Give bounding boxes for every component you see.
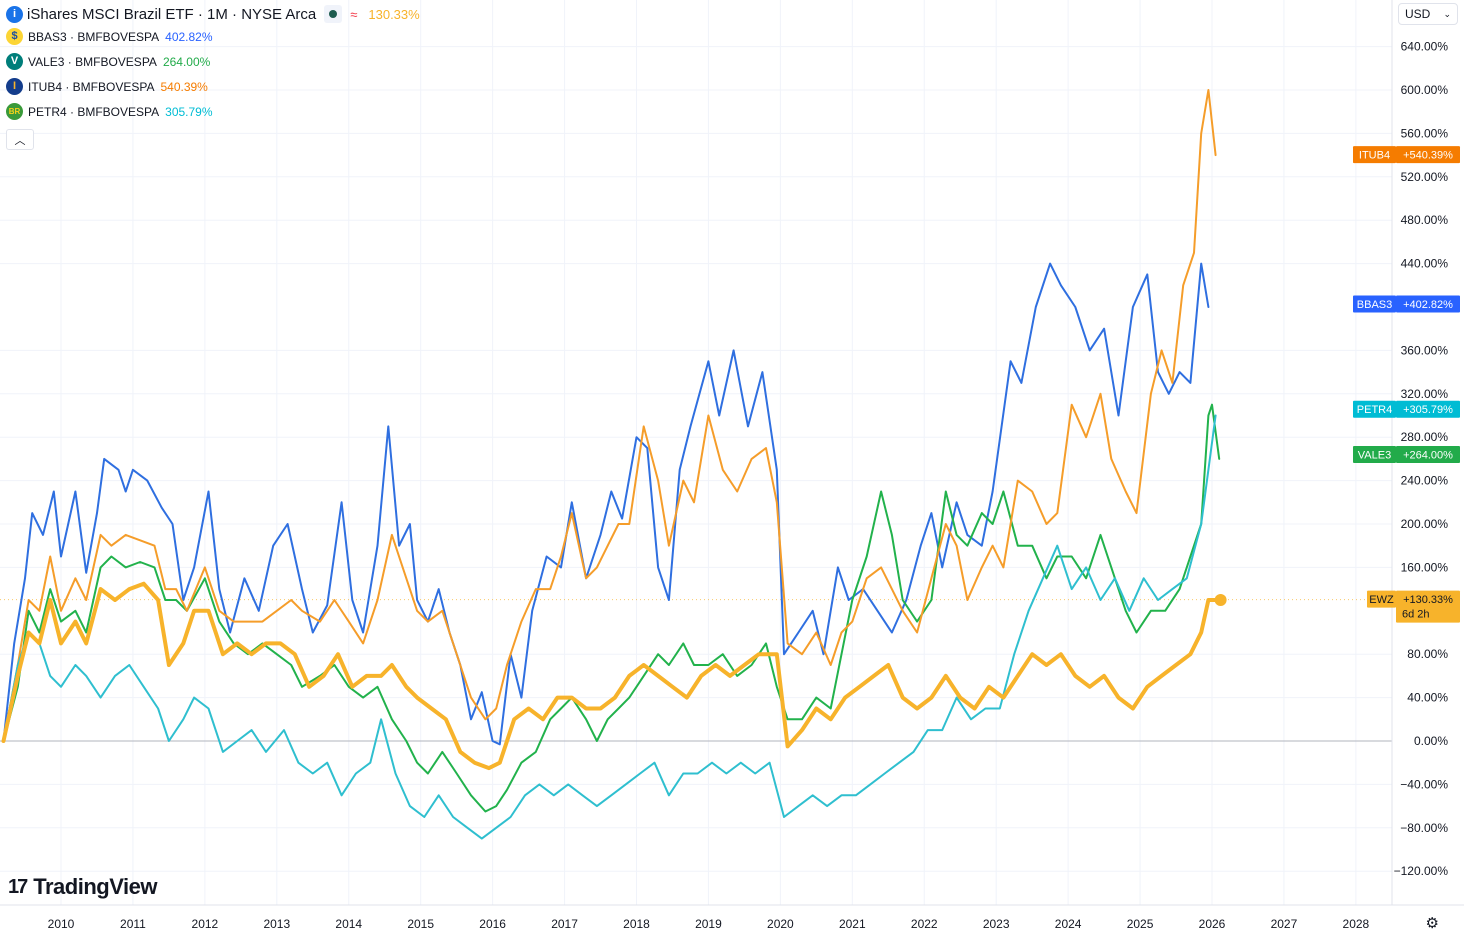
legend-symbol-name: PETR4 · BMFBOVESPA	[28, 104, 160, 119]
legend-symbol-name: VALE3 · BMFBOVESPA	[28, 54, 157, 69]
price-label-value-bg	[1396, 446, 1460, 464]
y-tick-label: 240.00%	[1401, 474, 1449, 488]
legend-row-bbas3[interactable]: $ BBAS3 · BMFBOVESPA 402.82%	[6, 24, 420, 49]
y-tick-label: −80.00%	[1400, 821, 1448, 835]
banco-do-brasil-logo-icon: $	[6, 28, 23, 45]
x-tick-label: 2028	[1343, 917, 1370, 931]
price-label-name-bg	[1367, 590, 1396, 608]
y-tick-label: 200.00%	[1401, 517, 1449, 531]
x-tick-label: 2027	[1271, 917, 1298, 931]
legend-symbol-value: 402.82%	[165, 29, 213, 44]
series-line-ewz	[1, 581, 1218, 771]
legend-main-title: iShares MSCI Brazil ETF · 1M · NYSE Arca	[27, 5, 317, 23]
price-label-countdown: 6d 2h	[1402, 609, 1430, 621]
price-label-value-bg	[1396, 295, 1460, 313]
y-tick-label: 520.00%	[1401, 170, 1449, 184]
itau-logo-icon: I	[6, 78, 23, 95]
legend-main-row[interactable]: i iShares MSCI Brazil ETF · 1M · NYSE Ar…	[6, 4, 420, 24]
price-label-name-bg	[1353, 400, 1396, 418]
y-tick-label: 360.00%	[1401, 343, 1449, 357]
vale-logo-icon: V	[6, 53, 23, 70]
price-label-name-bg	[1353, 295, 1396, 313]
y-tick-label: −120.00%	[1394, 864, 1449, 878]
x-tick-label: 2013	[263, 917, 290, 931]
legend-symbol-value: 264.00%	[162, 54, 211, 69]
y-tick-label: 600.00%	[1401, 83, 1449, 97]
x-tick-label: 2014	[335, 917, 362, 931]
y-tick-label: 40.00%	[1407, 691, 1448, 705]
legend-symbol-value: 540.39%	[160, 79, 208, 94]
x-tick-label: 2026	[1199, 917, 1226, 931]
y-tick-label: 320.00%	[1401, 387, 1449, 401]
legend-symbol-name: ITUB4 · BMFBOVESPA	[28, 79, 155, 94]
series-line-itub4	[2, 89, 1217, 742]
tradingview-logo[interactable]: 17 TradingView	[8, 874, 157, 900]
y-tick-label: 0.00%	[1414, 734, 1448, 748]
price-label-name: ITUB4	[1359, 150, 1390, 162]
x-tick-label: 2015	[407, 917, 434, 931]
y-tick-label: 280.00%	[1401, 430, 1449, 444]
price-label-name-bg	[1353, 446, 1396, 464]
legend-row-vale3[interactable]: V VALE3 · BMFBOVESPA 264.00%	[6, 49, 420, 74]
x-tick-label: 2017	[551, 917, 578, 931]
price-label-name: PETR4	[1357, 404, 1392, 416]
legend-collapse-button[interactable]: ︿	[6, 129, 34, 150]
price-label-name: BBAS3	[1357, 299, 1392, 311]
series-line-bbas3	[2, 262, 1210, 746]
chevron-up-icon: ︿	[14, 134, 26, 147]
currency-value: USD	[1405, 7, 1431, 21]
legend-main-value: 130.33%	[368, 6, 420, 22]
y-tick-label: 80.00%	[1407, 647, 1448, 661]
series-line-petr4	[2, 414, 1217, 840]
price-label-value: +540.39%	[1403, 150, 1453, 162]
x-tick-label: 2012	[192, 917, 219, 931]
price-label-value: +305.79%	[1403, 404, 1453, 416]
legend-row-itub4[interactable]: I ITUB4 · BMFBOVESPA 540.39%	[6, 74, 420, 99]
ewz-last-point	[1214, 593, 1227, 606]
price-label-name-bg	[1353, 146, 1396, 164]
y-tick-label: 480.00%	[1401, 213, 1449, 227]
legend: i iShares MSCI Brazil ETF · 1M · NYSE Ar…	[6, 4, 420, 150]
price-label-name: EWZ	[1369, 594, 1394, 606]
tradingview-logo-icon: 17	[8, 875, 28, 898]
x-tick-label: 2022	[911, 917, 938, 931]
chevron-down-icon: ⌄	[1443, 8, 1451, 19]
y-tick-label: 440.00%	[1401, 257, 1449, 271]
price-label-value: +130.33%	[1403, 594, 1453, 606]
price-label-value: +402.82%	[1403, 299, 1453, 311]
petrobras-logo-icon: BR	[6, 103, 23, 120]
x-tick-label: 2023	[983, 917, 1010, 931]
price-label-value-bg	[1396, 400, 1460, 418]
x-tick-label: 2010	[48, 917, 75, 931]
market-status-icon	[329, 10, 338, 18]
approx-indicator: ≈	[350, 6, 358, 22]
legend-symbol-value: 305.79%	[165, 104, 213, 119]
price-label-value: +264.00%	[1403, 450, 1453, 462]
x-tick-label: 2021	[839, 917, 866, 931]
x-tick-label: 2011	[120, 917, 146, 931]
x-tick-label: 2024	[1055, 917, 1082, 931]
series-line-vale3	[2, 403, 1221, 813]
market-status[interactable]	[324, 5, 343, 23]
currency-select[interactable]: USD ⌄	[1398, 3, 1458, 25]
brand-name: TradingView	[33, 874, 157, 899]
legend-row-petr4[interactable]: BR PETR4 · BMFBOVESPA 305.79%	[6, 99, 420, 124]
price-label-value-bg	[1396, 590, 1460, 623]
price-label-value-bg	[1396, 146, 1460, 164]
x-tick-label: 2018	[623, 917, 650, 931]
y-tick-label: 560.00%	[1401, 126, 1449, 140]
x-tick-label: 2016	[479, 917, 506, 931]
x-tick-label: 2019	[695, 917, 722, 931]
x-tick-label: 2025	[1127, 917, 1154, 931]
x-tick-label: 2020	[767, 917, 794, 931]
y-tick-label: 640.00%	[1401, 40, 1449, 54]
gear-icon[interactable]: ⚙	[1425, 915, 1439, 932]
y-tick-label: −40.00%	[1400, 777, 1448, 791]
legend-symbol-name: BBAS3 · BMFBOVESPA	[28, 29, 160, 44]
ishares-logo-icon: i	[6, 5, 23, 23]
price-label-name: VALE3	[1358, 450, 1391, 462]
y-tick-label: 160.00%	[1401, 560, 1449, 574]
